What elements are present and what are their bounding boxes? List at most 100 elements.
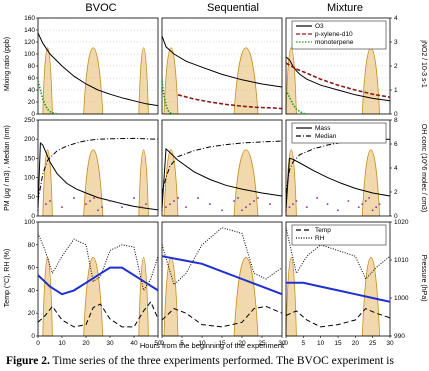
y-tick-label: 0 (31, 111, 35, 118)
panel-frame (161, 17, 283, 115)
oh-point (269, 203, 271, 205)
y-tick-right-label: 4 (394, 15, 398, 22)
x-tick-label: 10 (317, 340, 325, 347)
series-line-monoterpene (161, 80, 175, 115)
y-tick-right-label: 0 (394, 213, 398, 220)
jno2-hump (163, 47, 179, 115)
y-tick-label: 100 (24, 219, 35, 226)
oh-point (257, 197, 259, 199)
y-tick-label: 0 (31, 213, 35, 220)
oh-point (249, 203, 251, 205)
y-tick-right-label: 3 (394, 39, 398, 46)
oh-point (361, 203, 364, 205)
series-line-median (285, 138, 391, 194)
oh-point (364, 200, 367, 202)
panel-bottom-mixture (285, 221, 392, 338)
jno2-hump (83, 257, 104, 337)
y-tick-label: 80 (28, 242, 36, 249)
y-tick-right-label: 2 (394, 63, 398, 70)
col-title-sequential: Sequential (207, 2, 259, 14)
legend-label: Temp (315, 227, 331, 234)
series-line-p-xylene-d10 (177, 94, 283, 110)
y-tick-label: 100 (24, 175, 35, 182)
oh-point (337, 209, 339, 212)
panel-top-sequential (161, 17, 283, 115)
series-line-rh (161, 227, 283, 286)
legend-label: RH (315, 235, 325, 242)
series-line-mass (37, 141, 159, 211)
oh-point (292, 203, 294, 205)
col-title-mixture: Mixture (327, 2, 363, 14)
oh-point (209, 203, 211, 205)
y-tick-label: 0 (31, 333, 35, 340)
oh-point (295, 200, 298, 202)
series-line-p-xylene-d10 (285, 62, 391, 98)
series-line-mass (161, 147, 283, 209)
y-tick-label: 20 (28, 99, 36, 106)
series-line-o3 (37, 32, 159, 107)
col-title-bvoc: BVOC (85, 2, 116, 14)
oh-point (37, 209, 39, 212)
oh-point (288, 206, 291, 209)
x-tick-label: 0 (160, 340, 164, 347)
jno2-hump (233, 257, 259, 337)
series-line-monoterpene (285, 89, 307, 115)
jno2-hump (163, 257, 179, 337)
x-tick-label: 30 (106, 340, 114, 347)
oh-point (305, 206, 308, 209)
oh-point (233, 200, 235, 202)
series-line-monoterpene (37, 80, 58, 115)
y-tick-label: 160 (24, 15, 35, 22)
y-tick-right-label: 4 (394, 165, 398, 172)
x-tick-label: 5 (180, 340, 184, 347)
x-tick-label: 20 (352, 340, 360, 347)
x-axis-label: Hours from the beginning of the experime… (140, 341, 285, 350)
panel-middle-mixture (285, 119, 392, 217)
legend-label: p-xylene-d10 (315, 31, 353, 38)
y-tick-right-label: 8 (394, 117, 398, 124)
oh-point (378, 203, 381, 205)
oh-point (101, 206, 103, 209)
oh-point (61, 206, 63, 209)
y-tick-right-label: 990 (394, 333, 405, 340)
oh-point (241, 209, 243, 212)
ylabel-mid-right: OH conc (10^6 molec / cm3) (420, 124, 427, 212)
panel-frame (37, 221, 159, 337)
x-tick-label: 15 (218, 340, 226, 347)
y-tick-label: 140 (24, 27, 35, 34)
jno2-hump (42, 47, 53, 115)
series-line-pressure (161, 255, 283, 296)
jno2-hump (42, 149, 53, 217)
oh-point (237, 197, 239, 199)
oh-point (375, 206, 378, 209)
oh-point (73, 197, 75, 199)
y-tick-label: 60 (28, 75, 36, 82)
y-tick-right-label: 0 (394, 111, 398, 118)
panel-frame (161, 221, 283, 337)
y-tick-right-label: 2 (394, 189, 398, 196)
y-tick-label: 20 (28, 310, 36, 317)
oh-point (89, 200, 91, 202)
ylabel-bot-left: Temp (°C), RH (%) (3, 249, 11, 307)
oh-point (197, 197, 199, 199)
jno2-hump (42, 257, 53, 337)
oh-point (221, 209, 223, 212)
x-tick-label: 20 (82, 340, 90, 347)
jno2-hump (83, 149, 104, 217)
jno2-hump (138, 257, 149, 337)
oh-point (45, 203, 47, 205)
oh-point (49, 200, 51, 202)
x-tick-label: 50 (154, 340, 162, 347)
legend-label: monoterpene (315, 39, 354, 46)
series-line-mass (285, 157, 391, 209)
jno2-hump (163, 149, 179, 217)
ylabel-mid-left: PM (µg / m3) , Median (nm) (4, 125, 11, 211)
y-tick-label: 40 (28, 87, 36, 94)
oh-point (173, 200, 175, 202)
jno2-hump (138, 149, 149, 217)
jno2-hump (285, 257, 297, 337)
jno2-hump (361, 47, 381, 115)
jno2-hump (138, 47, 149, 115)
oh-point (316, 197, 319, 199)
